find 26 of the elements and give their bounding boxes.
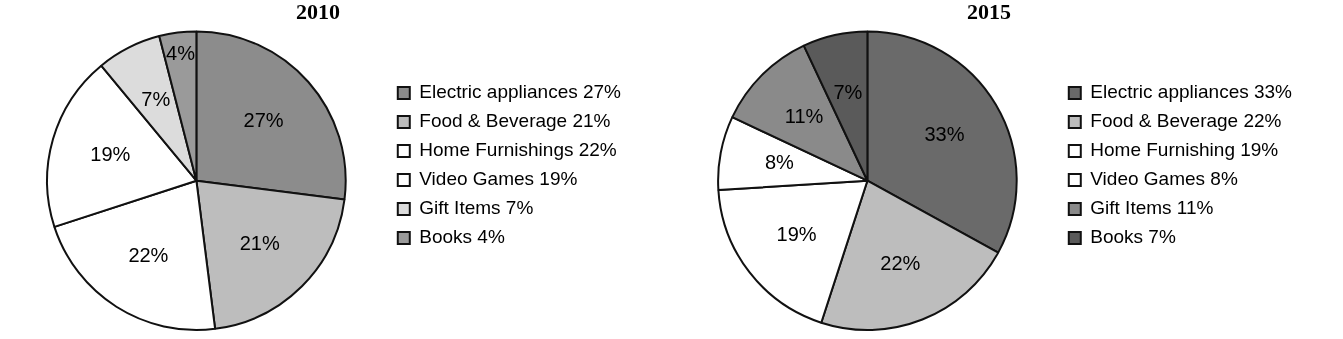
legend-label: Food & Beverage 21% <box>419 110 611 132</box>
legend-label: Home Furnishings 22% <box>419 139 617 161</box>
legend-label: Video Games 19% <box>419 168 578 190</box>
legend-label: Electric appliances 27% <box>419 81 622 103</box>
legend-label: Gift Items 11% <box>1090 197 1214 219</box>
data-label: 7% <box>141 88 171 111</box>
data-label: 19% <box>776 223 817 246</box>
data-label: 7% <box>833 80 863 103</box>
data-label: 33% <box>924 122 965 145</box>
chart-title: 2015 <box>967 0 1011 24</box>
data-label: 22% <box>128 243 169 266</box>
legend-label: Electric appliances 33% <box>1090 81 1293 103</box>
legend-label: Home Furnishing 19% <box>1090 139 1279 161</box>
data-label: 22% <box>880 251 921 274</box>
data-label: 21% <box>239 231 280 254</box>
legend-label: Gift Items 7% <box>419 197 534 219</box>
data-label: 4% <box>166 42 196 65</box>
data-label: 27% <box>243 108 284 131</box>
legend-label: Books 4% <box>419 226 505 248</box>
legend-label: Books 7% <box>1090 226 1176 248</box>
data-label: 11% <box>784 104 824 127</box>
legend-label: Food & Beverage 22% <box>1090 110 1282 132</box>
data-label: 19% <box>90 143 131 166</box>
data-label: 8% <box>764 151 795 174</box>
chart-title: 2010 <box>296 0 340 24</box>
legend-label: Video Games 8% <box>1090 168 1238 190</box>
